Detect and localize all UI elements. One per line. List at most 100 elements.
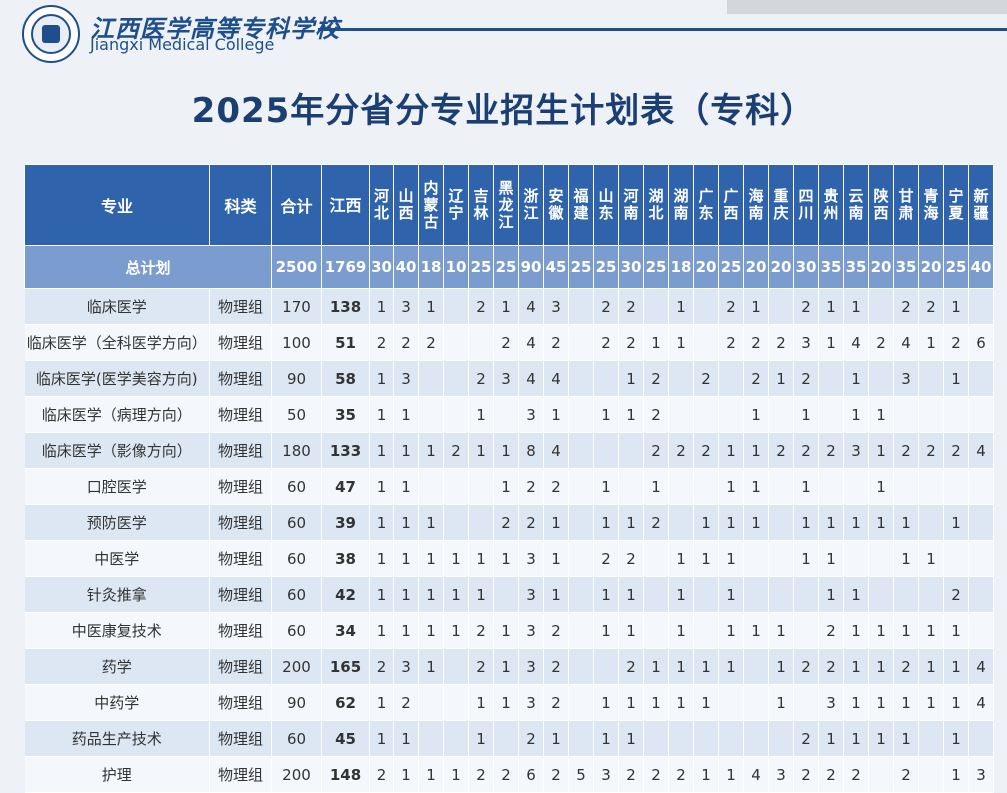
province-value: 1 bbox=[593, 396, 619, 433]
header-province: 河南 bbox=[618, 164, 644, 246]
province-value: 1 bbox=[868, 396, 894, 433]
row-total: 60 bbox=[271, 504, 322, 541]
total-province-value: 20 bbox=[918, 245, 944, 289]
table-row: 针灸推拿 物理组 60 42 1 1 1 1 1 3 1 1 1 1 1 1 1 2 bbox=[24, 576, 994, 613]
province-value: 1 bbox=[943, 756, 969, 793]
province-value: 2 bbox=[518, 468, 544, 505]
province-value bbox=[493, 576, 519, 613]
province-value: 1 bbox=[443, 540, 469, 577]
province-value: 1 bbox=[868, 432, 894, 469]
province-value bbox=[643, 720, 669, 757]
province-value bbox=[593, 648, 619, 685]
province-value: 1 bbox=[468, 576, 494, 613]
province-value bbox=[568, 504, 594, 541]
province-value bbox=[568, 432, 594, 469]
major-name: 临床医学(医学美容方向) bbox=[24, 360, 210, 397]
major-name: 临床医学 bbox=[24, 288, 210, 325]
total-province-value: 45 bbox=[543, 245, 569, 289]
province-value: 1 bbox=[443, 756, 469, 793]
province-value bbox=[593, 432, 619, 469]
province-value: 1 bbox=[693, 756, 719, 793]
province-value bbox=[443, 648, 469, 685]
province-value bbox=[418, 684, 444, 721]
total-province-value: 25 bbox=[568, 245, 594, 289]
province-value: 3 bbox=[518, 540, 544, 577]
province-value: 1 bbox=[718, 648, 744, 685]
province-value: 2 bbox=[369, 324, 394, 361]
province-value bbox=[668, 468, 694, 505]
province-value: 2 bbox=[493, 756, 519, 793]
province-value: 1 bbox=[718, 468, 744, 505]
province-value bbox=[843, 468, 869, 505]
province-value bbox=[493, 720, 519, 757]
jiangxi-value: 47 bbox=[321, 468, 370, 505]
province-value: 1 bbox=[843, 612, 869, 649]
total-province-value: 35 bbox=[893, 245, 919, 289]
province-value: 2 bbox=[493, 324, 519, 361]
province-value: 1 bbox=[593, 684, 619, 721]
province-value: 2 bbox=[643, 360, 669, 397]
province-value: 1 bbox=[618, 396, 644, 433]
province-value: 1 bbox=[468, 540, 494, 577]
province-value: 1 bbox=[943, 648, 969, 685]
province-value bbox=[868, 540, 894, 577]
province-value: 2 bbox=[818, 432, 844, 469]
province-value: 1 bbox=[369, 684, 394, 721]
province-value: 1 bbox=[593, 720, 619, 757]
province-value bbox=[943, 540, 969, 577]
province-value: 1 bbox=[893, 684, 919, 721]
total-province-value: 25 bbox=[643, 245, 669, 289]
total-province-value: 20 bbox=[743, 245, 769, 289]
province-value: 1 bbox=[868, 504, 894, 541]
province-value: 1 bbox=[618, 684, 644, 721]
province-value: 2 bbox=[543, 684, 569, 721]
province-value: 1 bbox=[668, 324, 694, 361]
province-value: 1 bbox=[493, 684, 519, 721]
province-value bbox=[568, 612, 594, 649]
jiangxi-value: 42 bbox=[321, 576, 370, 613]
total-province-value: 25 bbox=[593, 245, 619, 289]
province-value bbox=[843, 540, 869, 577]
province-value: 1 bbox=[918, 540, 944, 577]
province-value: 1 bbox=[393, 756, 419, 793]
header-province: 青海 bbox=[918, 164, 944, 246]
province-value: 1 bbox=[543, 396, 569, 433]
province-value: 1 bbox=[393, 576, 419, 613]
header-province: 陕西 bbox=[868, 164, 894, 246]
total-province-value: 20 bbox=[868, 245, 894, 289]
total-plan-row: 总计划 2500 1769 30 40 18 10 25 25 90 45 25 25 30 25 18 2… bbox=[24, 245, 994, 289]
province-value: 2 bbox=[793, 432, 819, 469]
header-total: 合计 bbox=[271, 164, 322, 246]
province-value: 1 bbox=[593, 504, 619, 541]
province-value: 2 bbox=[893, 432, 919, 469]
province-value: 2 bbox=[793, 288, 819, 325]
header-province: 浙江 bbox=[518, 164, 544, 246]
province-value: 2 bbox=[593, 324, 619, 361]
province-value: 1 bbox=[493, 468, 519, 505]
province-value: 1 bbox=[868, 468, 894, 505]
header-province: 广西 bbox=[718, 164, 744, 246]
province-value bbox=[568, 324, 594, 361]
header-province: 河北 bbox=[369, 164, 394, 246]
province-value: 4 bbox=[843, 324, 869, 361]
province-value bbox=[568, 288, 594, 325]
province-value bbox=[968, 360, 994, 397]
province-value: 1 bbox=[943, 288, 969, 325]
province-value: 2 bbox=[543, 648, 569, 685]
province-value: 1 bbox=[443, 576, 469, 613]
province-value: 2 bbox=[943, 432, 969, 469]
province-value bbox=[968, 540, 994, 577]
province-value: 1 bbox=[493, 288, 519, 325]
jiangxi-value: 45 bbox=[321, 720, 370, 757]
province-value: 1 bbox=[668, 648, 694, 685]
province-value: 1 bbox=[618, 360, 644, 397]
province-value: 1 bbox=[868, 720, 894, 757]
province-value: 1 bbox=[768, 648, 794, 685]
row-total: 200 bbox=[271, 648, 322, 685]
province-value: 4 bbox=[518, 360, 544, 397]
header-province: 海南 bbox=[743, 164, 769, 246]
province-value: 2 bbox=[643, 504, 669, 541]
province-value: 1 bbox=[693, 684, 719, 721]
province-value: 1 bbox=[718, 576, 744, 613]
province-value bbox=[968, 504, 994, 541]
